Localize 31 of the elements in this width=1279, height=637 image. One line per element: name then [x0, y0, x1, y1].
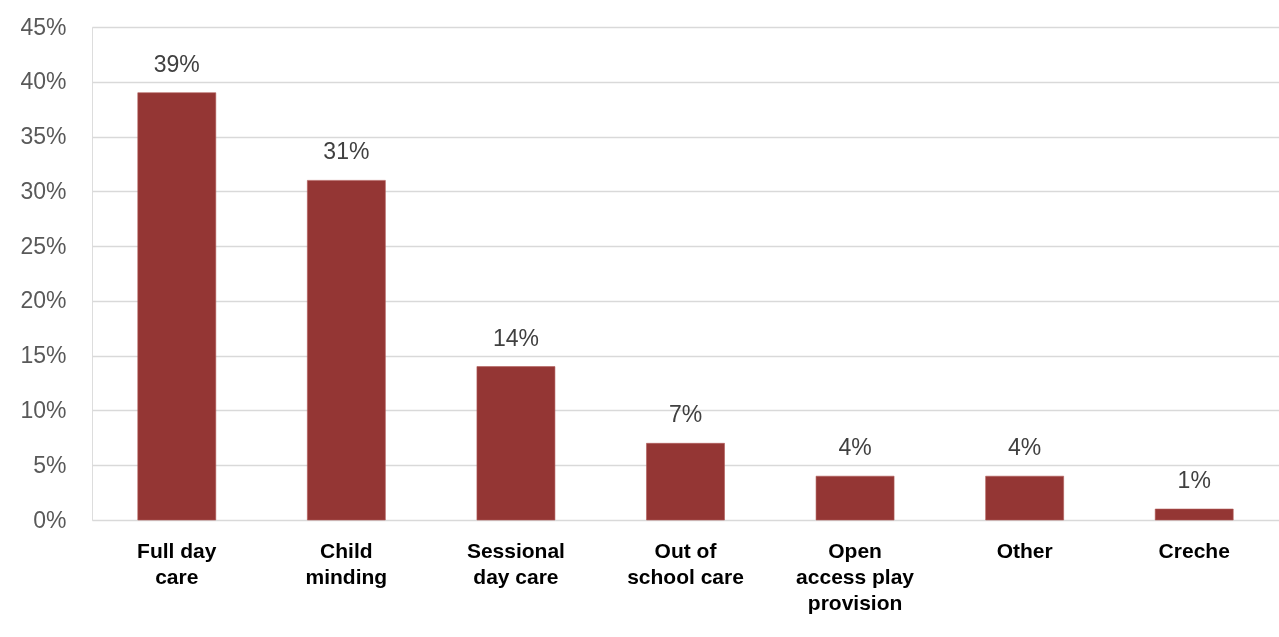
- data-label: 39%: [153, 50, 200, 77]
- bar: [985, 475, 1064, 521]
- y-tick-label: 25%: [20, 232, 67, 259]
- y-tick-label: 40%: [20, 68, 67, 95]
- y-tick-label: 35%: [20, 123, 67, 150]
- y-tick-label: 0%: [33, 506, 67, 533]
- x-tick-label: Child minding: [305, 538, 388, 588]
- data-label: 7%: [668, 401, 703, 428]
- x-tick-label: Creche: [1158, 538, 1230, 562]
- bar: [137, 92, 217, 521]
- data-label: 1%: [1177, 467, 1211, 494]
- x-tick-label: Other: [996, 538, 1053, 562]
- bar: [646, 443, 725, 521]
- x-tick-label: Full day care: [137, 538, 217, 588]
- bar: [815, 475, 895, 521]
- x-tick-label: Open access play provision: [796, 538, 915, 614]
- data-label: 4%: [1008, 434, 1042, 461]
- y-tick-label: 10%: [20, 396, 67, 423]
- y-tick-label: 5%: [33, 451, 67, 478]
- y-tick-label: 20%: [20, 287, 67, 314]
- data-label: 14%: [492, 324, 539, 351]
- bar: [307, 180, 386, 521]
- y-tick-label: 15%: [20, 342, 67, 369]
- y-tick-label: 30%: [20, 177, 67, 204]
- y-tick-label: 45%: [20, 13, 67, 40]
- data-label: 4%: [838, 434, 872, 461]
- data-label: 31%: [323, 138, 370, 165]
- x-tick-label: Sessional day care: [466, 538, 565, 588]
- x-tick-label: Out of school care: [627, 538, 744, 588]
- bar: [476, 366, 556, 521]
- bar: [1154, 508, 1234, 521]
